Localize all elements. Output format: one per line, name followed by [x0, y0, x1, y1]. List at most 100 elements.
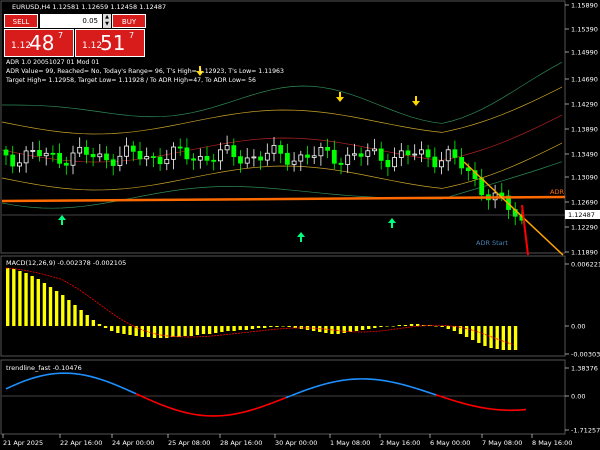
macd-bar — [171, 326, 175, 337]
trend-segment — [120, 386, 127, 391]
candle-body — [338, 162, 344, 165]
macd-bar — [24, 273, 28, 326]
ask-point: 7 — [129, 31, 135, 40]
candle-body — [238, 156, 243, 164]
trend-segment — [5, 385, 12, 390]
candle-body — [171, 146, 176, 160]
bid-price-button[interactable]: 1.12 48 7 — [4, 29, 74, 57]
trend-segment — [230, 413, 237, 416]
macd-bar — [214, 326, 218, 333]
trend-segment — [330, 380, 337, 384]
macd-bar — [360, 326, 365, 330]
candle-body — [278, 145, 284, 154]
candle-body — [418, 149, 424, 155]
middle-band — [1, 114, 563, 163]
trend-segment — [325, 381, 332, 385]
one-click-trading-panel: SELL 0.05 ▲ ▼ BUY 1.12 48 7 1.12 51 7 — [4, 14, 146, 57]
trend-tick-label: -1.71257 — [571, 427, 600, 435]
trend-segment — [410, 386, 417, 390]
candle-body — [251, 156, 257, 159]
macd-frame — [0, 255, 566, 357]
macd-bar — [391, 326, 395, 327]
candle-body — [23, 150, 29, 164]
trend-segment — [20, 379, 27, 384]
trend-segment — [340, 379, 347, 382]
macd-bar — [367, 326, 371, 329]
candle-body — [57, 152, 62, 164]
trend-line — [463, 161, 564, 256]
price-tick-label: 1.15890 — [571, 2, 598, 10]
candle-body — [264, 152, 270, 161]
candle-body — [70, 152, 76, 166]
trend-segment — [300, 389, 307, 393]
candle-body — [479, 178, 485, 196]
lot-stepper[interactable]: ▲ ▼ — [103, 14, 111, 28]
bid-big-digits: 48 — [29, 31, 55, 55]
candle-body — [331, 149, 337, 164]
chevron-up-icon[interactable]: ▲ — [105, 14, 109, 20]
candle-body — [130, 145, 136, 152]
trend-segment — [115, 384, 122, 388]
macd-bar — [501, 326, 506, 350]
trend-segment — [285, 394, 292, 399]
lot-size-input[interactable]: 0.05 — [40, 14, 102, 28]
trend-segment — [100, 378, 107, 382]
candle-body — [465, 167, 471, 172]
macd-bar — [54, 291, 59, 326]
macd-tick-label: 0.006221 — [571, 261, 600, 269]
trend-segment — [265, 402, 272, 407]
time-tick-label: 21 Apr 2025 — [3, 439, 43, 447]
trend-segment — [240, 410, 247, 414]
candle-body — [459, 157, 465, 169]
price-tick-label: 1.13890 — [571, 126, 598, 134]
macd-bar — [483, 326, 487, 346]
price-tick-label: 1.12690 — [571, 199, 598, 207]
macd-bar — [91, 320, 96, 326]
macd-bar — [238, 326, 242, 330]
macd-bar — [287, 326, 291, 327]
candle-body — [412, 153, 418, 156]
trend-segment — [140, 395, 147, 399]
trend-segment — [270, 400, 277, 405]
trend-segment — [420, 389, 427, 393]
macd-bar — [128, 326, 132, 335]
trend-segment — [225, 413, 232, 417]
macd-bar — [293, 326, 297, 328]
time-tick-label: 25 Apr 08:00 — [168, 439, 210, 447]
candle-body — [217, 149, 223, 162]
trend-segment — [190, 412, 197, 416]
time-tick-label: 2 May 16:00 — [380, 439, 420, 447]
sell-button[interactable]: SELL — [4, 14, 38, 28]
time-tick-label: 8 May 16:00 — [532, 439, 572, 447]
macd-bar — [440, 326, 444, 327]
lower-band — [1, 161, 563, 209]
candle-body — [318, 147, 324, 157]
macd-bar — [42, 283, 47, 326]
time-tick-label: 7 May 08:00 — [482, 439, 522, 447]
macd-axis: 0.006221 0.00 -0.003033 — [565, 261, 600, 359]
macd-bar — [379, 326, 383, 327]
trend-segment — [165, 405, 172, 410]
current-price-tag — [565, 210, 600, 219]
macd-bar — [122, 326, 126, 334]
candle-body — [432, 156, 438, 168]
trend-segment — [450, 398, 457, 403]
trend-segment — [10, 383, 17, 388]
ask-price-button[interactable]: 1.12 51 7 — [75, 29, 145, 57]
adr-info-line2: ADR Value= 99, Reached= No, Today's Rang… — [6, 68, 284, 75]
candle-body — [124, 145, 129, 157]
trend-segment — [400, 383, 407, 387]
price-tick-label: 1.13090 — [571, 174, 598, 182]
trend-tick-label: 1.38376 — [571, 365, 598, 373]
trend-segment — [375, 378, 382, 381]
macd-bar — [195, 326, 200, 335]
chevron-down-icon[interactable]: ▼ — [105, 21, 109, 27]
macd-bar — [6, 268, 10, 326]
macd-bar — [507, 326, 512, 350]
candle-body — [150, 156, 156, 158]
buy-button[interactable]: BUY — [112, 14, 146, 28]
macd-bar — [79, 310, 83, 326]
trend-segment — [45, 373, 52, 376]
main-chart-frame — [0, 0, 566, 254]
